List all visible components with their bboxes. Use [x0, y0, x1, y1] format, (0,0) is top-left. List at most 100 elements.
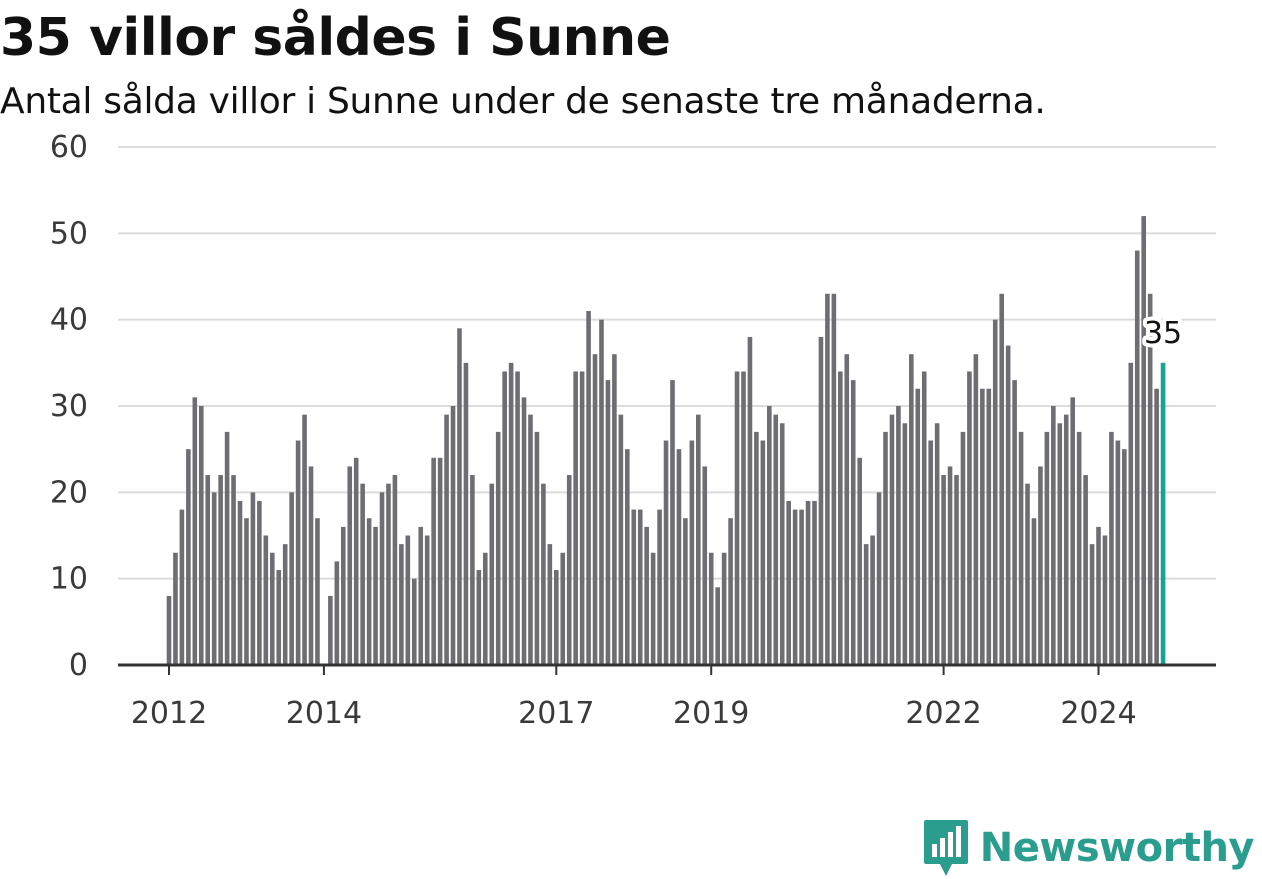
bar: [992, 319, 998, 665]
bar: [825, 293, 830, 665]
bar: [941, 475, 946, 665]
bar: [1051, 406, 1056, 665]
bar: [244, 518, 249, 665]
bar: [211, 492, 217, 665]
bar: [631, 509, 637, 665]
bar: [934, 423, 940, 665]
bar: [579, 371, 585, 665]
bar: [857, 457, 862, 665]
bar: [515, 371, 520, 665]
bar: [1083, 475, 1088, 665]
bar: [850, 380, 856, 665]
bar: [411, 578, 417, 665]
bar: [986, 388, 992, 665]
data-labels: 35: [1140, 312, 1186, 355]
bar-chart: 0 10 20 30 40 50 60 2012 2014 2017 2019 2022 2024 3…: [50, 130, 1216, 731]
bar: [1109, 431, 1114, 665]
bar: [612, 354, 617, 665]
bar: [708, 552, 714, 665]
bar: [566, 475, 572, 665]
bar: [773, 414, 779, 665]
bar: [495, 431, 501, 665]
bar: [431, 457, 436, 665]
bar: [437, 457, 443, 665]
bar: [670, 380, 675, 665]
bar: [625, 449, 630, 665]
bar: [179, 509, 185, 665]
bar: [831, 293, 837, 665]
bar: [741, 371, 746, 665]
bar: [947, 466, 953, 665]
newsworthy-logo: Newsworthy: [922, 818, 1255, 878]
bar: [315, 518, 320, 665]
bar: [257, 500, 262, 665]
bar: [1096, 526, 1101, 665]
bar: [366, 518, 372, 665]
bar: [263, 535, 269, 665]
data-label-last: 35: [1144, 316, 1182, 351]
bar: [683, 518, 688, 665]
bar: [657, 509, 662, 665]
bar: [1115, 440, 1121, 665]
y-tick-label: 20: [50, 475, 88, 510]
bar: [1018, 431, 1024, 665]
bar: [954, 475, 959, 665]
bar: [1102, 535, 1108, 665]
bar: [328, 595, 333, 665]
chart-subtitle: Antal sålda villor i Sunne under de sena…: [0, 81, 1046, 122]
bar: [418, 526, 424, 665]
bar: [386, 483, 391, 665]
bar: [463, 362, 469, 665]
bar: [360, 483, 365, 665]
bar: [1012, 380, 1017, 665]
bar: [1025, 483, 1030, 665]
bar: [399, 544, 404, 665]
bar: [767, 406, 772, 665]
bar: [928, 440, 933, 665]
bar: [541, 483, 546, 665]
bar: [1031, 518, 1037, 665]
bar: [734, 371, 740, 665]
bar: [470, 475, 475, 665]
bar: [779, 423, 785, 665]
bar-chart-logo-icon: [923, 820, 968, 876]
bar: [637, 509, 643, 665]
bar: [754, 431, 759, 665]
bar: [476, 570, 482, 665]
bar: [689, 440, 695, 665]
bar: [650, 552, 656, 665]
bar: [508, 362, 514, 665]
bar: [1076, 431, 1082, 665]
bar: [302, 414, 307, 665]
bar: [702, 466, 708, 665]
bar: [838, 371, 843, 665]
bar: [960, 431, 966, 665]
bar: [1063, 414, 1069, 665]
bar: [863, 544, 869, 665]
bar: [786, 500, 791, 665]
bar: [308, 466, 314, 665]
bar: [198, 406, 204, 665]
bars: [166, 216, 1166, 666]
bar: [876, 492, 882, 665]
bar: [166, 595, 172, 665]
bar: [373, 526, 378, 665]
bar: [482, 552, 488, 665]
bar: [424, 535, 430, 665]
bar: [618, 414, 624, 665]
bar: [902, 423, 908, 665]
bar: [392, 475, 398, 665]
bar: [921, 371, 927, 665]
bar: [528, 414, 533, 665]
bar: [444, 414, 449, 665]
bar: [792, 509, 798, 665]
bar: [347, 466, 353, 665]
bar: [173, 552, 178, 665]
bar: [450, 406, 456, 665]
bar: [696, 414, 701, 665]
bar: [805, 500, 811, 665]
y-tick-label: 50: [50, 216, 88, 251]
x-tick-label: 2019: [673, 696, 749, 731]
bar: [334, 561, 340, 665]
bar: [405, 535, 411, 665]
